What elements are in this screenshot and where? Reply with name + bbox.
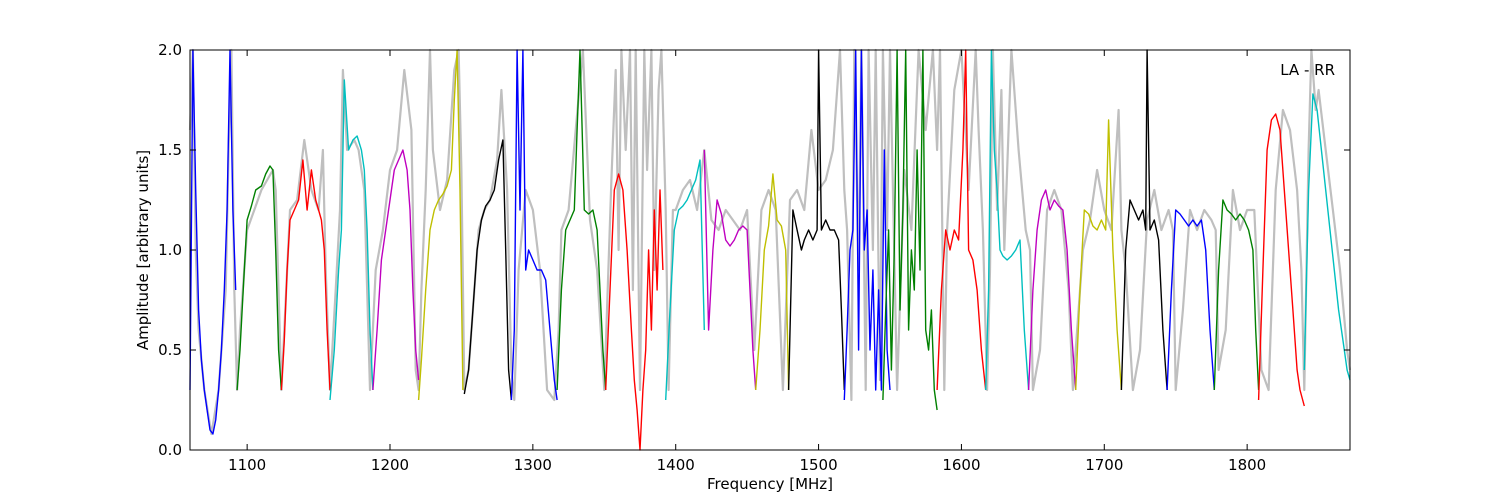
subband-line-13 bbox=[755, 173, 790, 391]
x-tick-label: 1600 bbox=[942, 456, 980, 474]
x-axis-title: Frequency [MHz] bbox=[707, 475, 833, 493]
subband-line-20 bbox=[1075, 119, 1123, 391]
subband-line-15 bbox=[843, 49, 891, 401]
subband-line-16 bbox=[882, 49, 938, 411]
x-tick-label: 1300 bbox=[514, 456, 552, 474]
subband-line-4 bbox=[329, 79, 374, 401]
subband-line-23 bbox=[1213, 199, 1260, 391]
y-axis-title: Amplitude [arbitrary units] bbox=[134, 150, 152, 350]
subband-line-8 bbox=[510, 49, 558, 401]
subband-series-layer bbox=[189, 49, 1351, 451]
subband-line-24 bbox=[1257, 113, 1305, 407]
subband-line-21 bbox=[1120, 49, 1168, 391]
panel-annotation: LA - RR bbox=[1280, 61, 1335, 79]
subband-line-12 bbox=[703, 149, 757, 391]
y-axis-ticks: 0.0 0.5 1.0 1.5 2.0 bbox=[158, 41, 1350, 459]
background-spectrum-line bbox=[188, 48, 1352, 436]
x-axis-ticks: 1100 1200 1300 1400 1500 1600 1700 1800 bbox=[228, 50, 1266, 474]
subband-line-25 bbox=[1303, 93, 1351, 381]
background-spectrum-layer bbox=[188, 48, 1352, 436]
subband-line-3 bbox=[280, 159, 331, 391]
subband-line-17 bbox=[936, 49, 987, 391]
subband-line-7 bbox=[463, 139, 513, 401]
subband-line-19 bbox=[1027, 189, 1077, 391]
subband-line-10 bbox=[605, 173, 664, 451]
x-tick-label: 1700 bbox=[1085, 456, 1123, 474]
x-tick-label: 1800 bbox=[1228, 456, 1266, 474]
x-tick-label: 1100 bbox=[228, 456, 266, 474]
y-tick-label: 1.5 bbox=[158, 141, 182, 159]
subband-line-14 bbox=[787, 49, 845, 391]
subband-line-22 bbox=[1166, 209, 1215, 391]
x-tick-label: 1500 bbox=[799, 456, 837, 474]
subband-line-2 bbox=[236, 165, 283, 391]
x-tick-label: 1400 bbox=[657, 456, 695, 474]
x-tick-label: 1200 bbox=[371, 456, 409, 474]
subband-line-5 bbox=[372, 149, 420, 391]
y-tick-label: 2.0 bbox=[158, 41, 182, 59]
y-tick-label: 0.5 bbox=[158, 341, 182, 359]
y-tick-label: 0.0 bbox=[158, 441, 182, 459]
subband-line-1 bbox=[189, 49, 237, 435]
y-tick-label: 1.0 bbox=[158, 241, 182, 259]
subband-line-11 bbox=[665, 159, 705, 401]
subband-line-9 bbox=[556, 49, 607, 391]
